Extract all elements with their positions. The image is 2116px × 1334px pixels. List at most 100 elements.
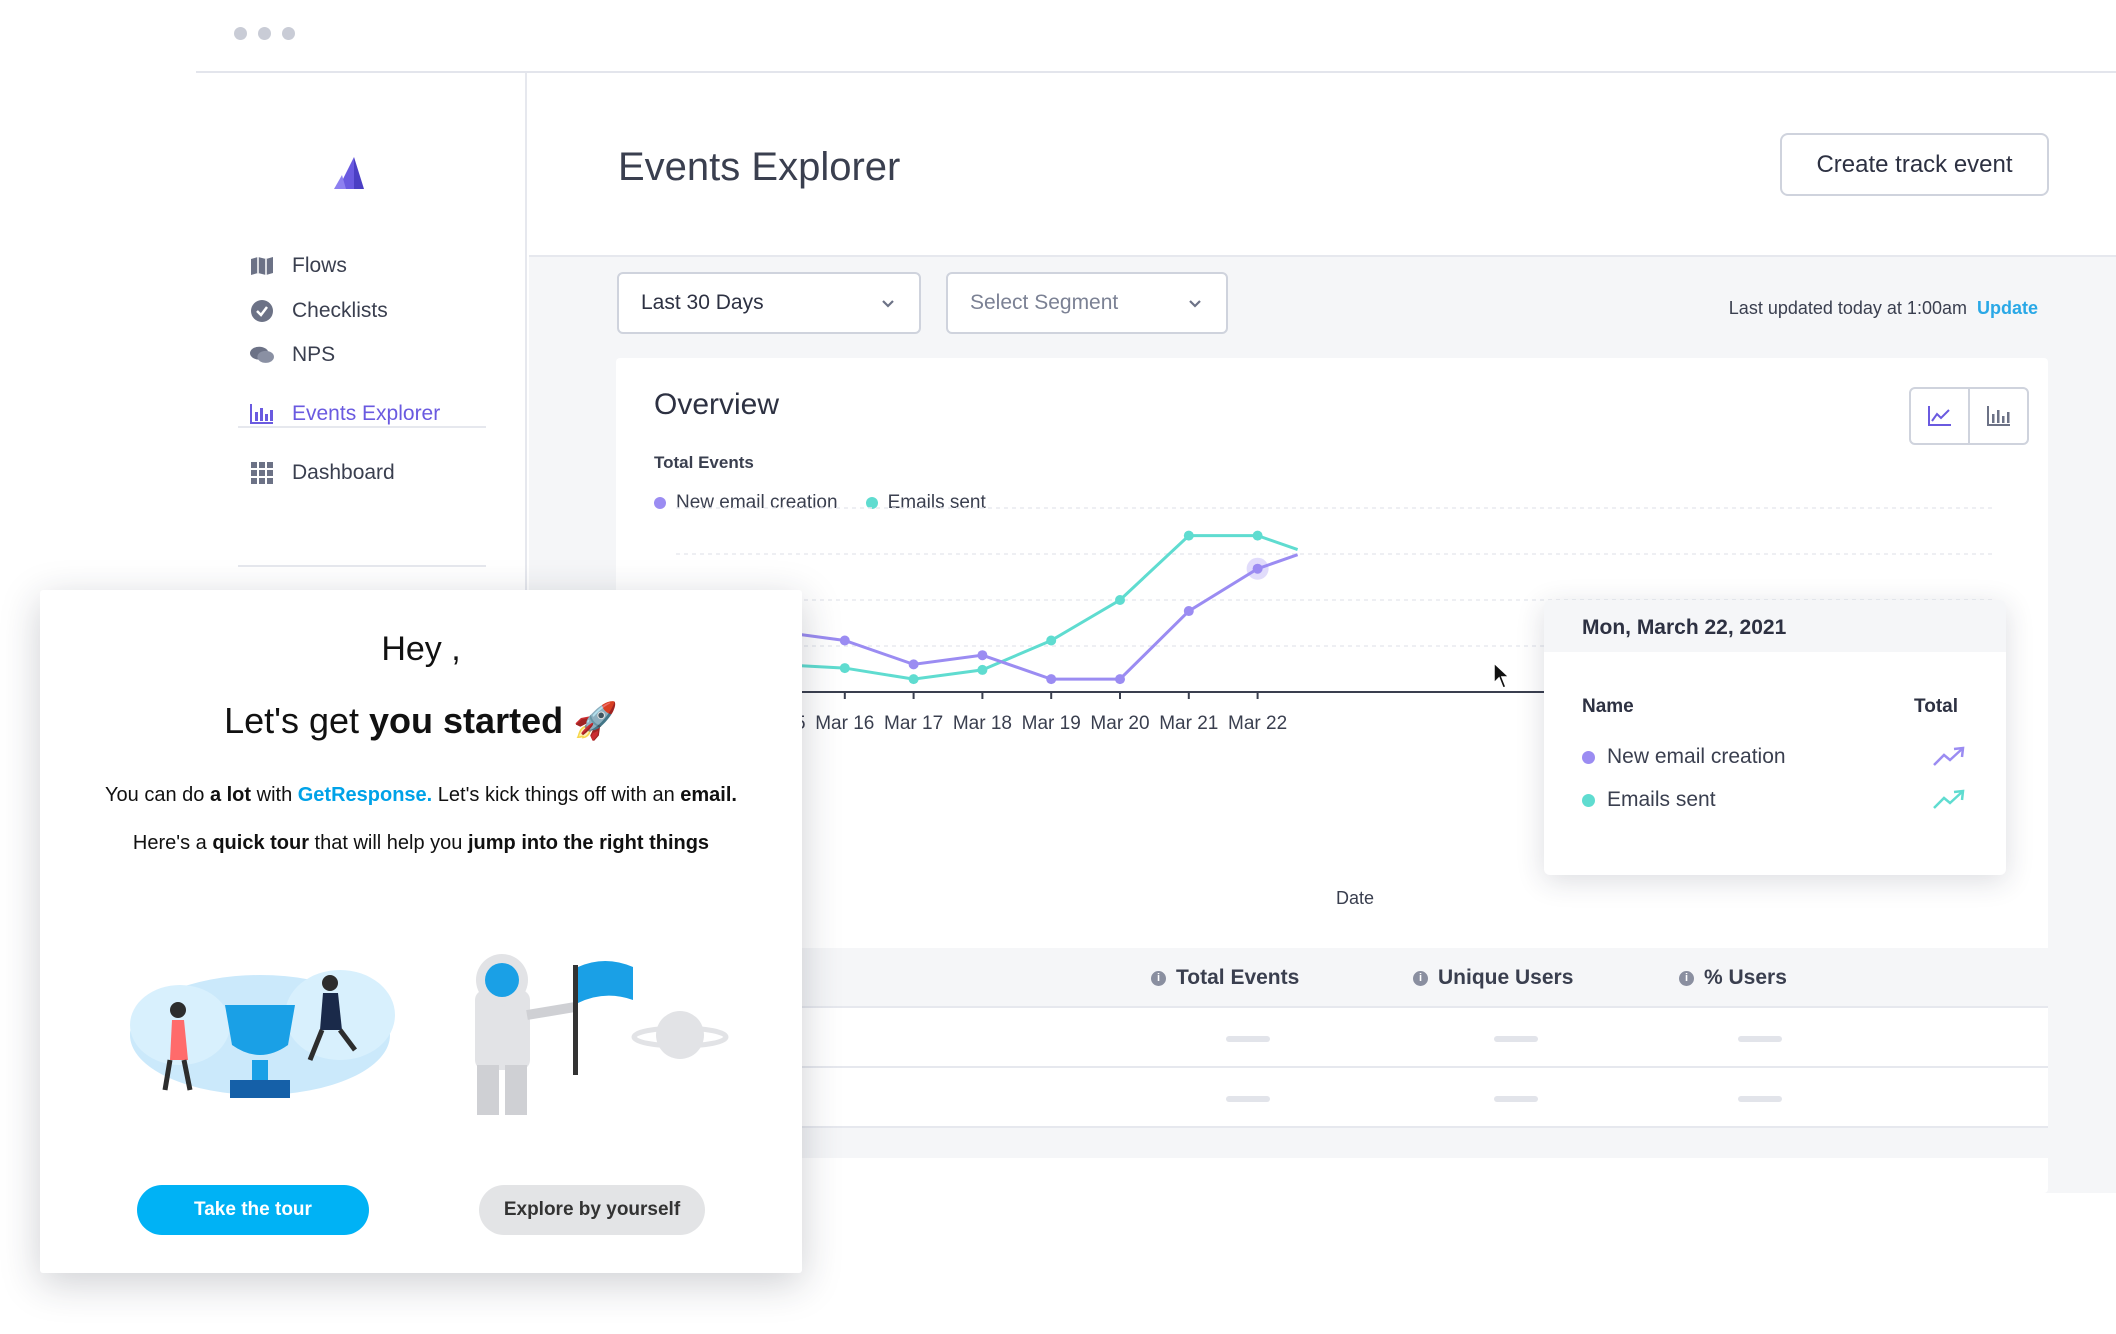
tooltip-row: Emails sent xyxy=(1582,788,1966,812)
col-label: Unique Users xyxy=(1438,966,1574,989)
sidebar-item-label: Flows xyxy=(292,254,347,277)
data-point xyxy=(1046,674,1057,685)
onboarding-modal: Hey , Let's get you started 🚀 You can do… xyxy=(40,590,802,1273)
create-track-event-button[interactable]: Create track event xyxy=(1780,133,2049,196)
sidebar-item-flows[interactable]: Flows xyxy=(250,251,347,281)
line-chart-icon xyxy=(1927,406,1951,426)
text-bold: jump into the right things xyxy=(467,832,710,854)
series-dot xyxy=(1582,793,1595,807)
data-point xyxy=(977,664,988,675)
mouse-cursor-icon xyxy=(1493,662,1511,689)
sidebar-item-nps[interactable]: NPS xyxy=(250,340,335,370)
segment-placeholder: Select Segment xyxy=(970,291,1119,314)
data-point xyxy=(839,663,850,674)
text-segment: Let's kick things off with an xyxy=(432,784,681,806)
placeholder-dash xyxy=(1494,1096,1538,1102)
placeholder-dash xyxy=(1226,1096,1270,1102)
window-dot xyxy=(234,27,247,40)
table-header: i Total Events i Unique Users i % Users xyxy=(616,948,2048,1008)
page-title: Events Explorer xyxy=(618,145,901,189)
modal-title-prefix: Let's get xyxy=(224,700,370,741)
data-point xyxy=(1252,563,1263,574)
data-point xyxy=(1046,635,1057,646)
text-segment: You can do xyxy=(105,784,210,806)
chat-bubbles-icon xyxy=(250,343,274,367)
tooltip-date: Mon, March 22, 2021 xyxy=(1544,600,2006,652)
text-bold: a lot xyxy=(209,784,252,806)
col-label: % Users xyxy=(1704,966,1787,989)
info-icon: i xyxy=(1151,970,1166,986)
series-line xyxy=(775,534,1299,681)
text-segment: that will help you xyxy=(309,832,468,854)
data-point xyxy=(1115,674,1125,685)
x-tick-label: Mar 20 xyxy=(1090,713,1149,734)
window-dots xyxy=(234,27,295,40)
tooltip-col-name: Name xyxy=(1582,696,1634,717)
placeholder-dash xyxy=(1226,1036,1270,1042)
bar-chart-icon xyxy=(1986,406,2010,426)
overview-title: Overview xyxy=(654,388,780,421)
modal-line-2: Here's a quick tour that will help you j… xyxy=(40,832,802,855)
y-axis-label: Total Events xyxy=(654,453,754,472)
logo-icon xyxy=(334,157,364,189)
legend-dot xyxy=(654,497,666,509)
sidebar-item-label: Events Explorer xyxy=(292,402,441,425)
info-icon: i xyxy=(1413,970,1428,986)
last-updated-text: Last updated today at 1:00am xyxy=(1728,298,1967,318)
data-point xyxy=(1183,606,1194,617)
placeholder-dash xyxy=(1738,1036,1782,1042)
tooltip-col-total: Total xyxy=(1914,696,1958,717)
series-line xyxy=(775,553,1299,681)
explore-by-yourself-button[interactable]: Explore by yourself xyxy=(479,1185,705,1235)
astronaut-flag-illustration xyxy=(475,954,729,1115)
x-axis-title: Date xyxy=(1336,888,1375,908)
brand-name: GetResponse. xyxy=(297,784,433,806)
col-label: Total Events xyxy=(1176,966,1300,989)
legend-label: Emails sent xyxy=(887,492,986,513)
text-segment: with xyxy=(251,784,298,806)
take-tour-button[interactable]: Take the tour xyxy=(137,1185,369,1235)
modal-line-1: You can do a lot with GetResponse. Let's… xyxy=(40,784,802,807)
date-range-select[interactable]: Last 30 Days xyxy=(617,272,921,334)
table-row[interactable] xyxy=(616,1008,2048,1068)
sidebar-item-dashboard[interactable]: Dashboard xyxy=(250,458,395,488)
sidebar-item-label: Dashboard xyxy=(292,461,395,484)
x-tick-label: Mar 18 xyxy=(953,713,1012,734)
sidebar-item-label: Checklists xyxy=(292,299,388,322)
text-bold: email. xyxy=(680,784,737,806)
sidebar-item-events-explorer[interactable]: Events Explorer xyxy=(250,399,440,429)
data-point xyxy=(908,674,919,685)
segment-select[interactable]: Select Segment xyxy=(946,272,1228,334)
modal-title-bold: you started xyxy=(369,700,564,741)
tooltip-row-name: New email creation xyxy=(1582,745,1786,769)
modal-greeting: Hey , xyxy=(381,630,461,668)
data-point xyxy=(1252,530,1263,541)
x-tick-label: Mar 16 xyxy=(815,713,874,734)
line-chart-toggle[interactable] xyxy=(1911,389,1970,443)
rocket-icon: 🚀 xyxy=(573,700,618,741)
tooltip-row-name: Emails sent xyxy=(1582,788,1716,812)
last-updated: Last updated today at 1:00am Update xyxy=(1729,298,2038,319)
legend-dot xyxy=(865,497,878,509)
tooltip-columns: Name Total xyxy=(1582,696,1958,718)
bar-chart-toggle[interactable] xyxy=(1970,389,2027,443)
card-footer xyxy=(616,1128,2048,1158)
col-percent-users[interactable]: i % Users xyxy=(1679,966,1787,990)
legend-item: Emails sent xyxy=(865,492,986,514)
sidebar-divider xyxy=(238,426,486,428)
text-bold: quick tour xyxy=(212,832,309,854)
data-point xyxy=(1115,595,1125,605)
window-dot xyxy=(282,27,295,40)
x-tick-label: Mar 19 xyxy=(1022,713,1081,734)
col-total-events[interactable]: i Total Events xyxy=(1151,966,1299,990)
data-point xyxy=(977,650,988,661)
chart-type-toggle xyxy=(1909,387,2029,445)
col-unique-users[interactable]: i Unique Users xyxy=(1413,966,1573,990)
update-link[interactable]: Update xyxy=(1976,298,2038,318)
x-tick-label: Mar 17 xyxy=(884,713,943,734)
table-row[interactable] xyxy=(616,1068,2048,1128)
sidebar-item-checklists[interactable]: Checklists xyxy=(250,296,388,326)
grid-icon xyxy=(250,461,274,485)
x-tick-label: Mar 22 xyxy=(1228,713,1287,734)
